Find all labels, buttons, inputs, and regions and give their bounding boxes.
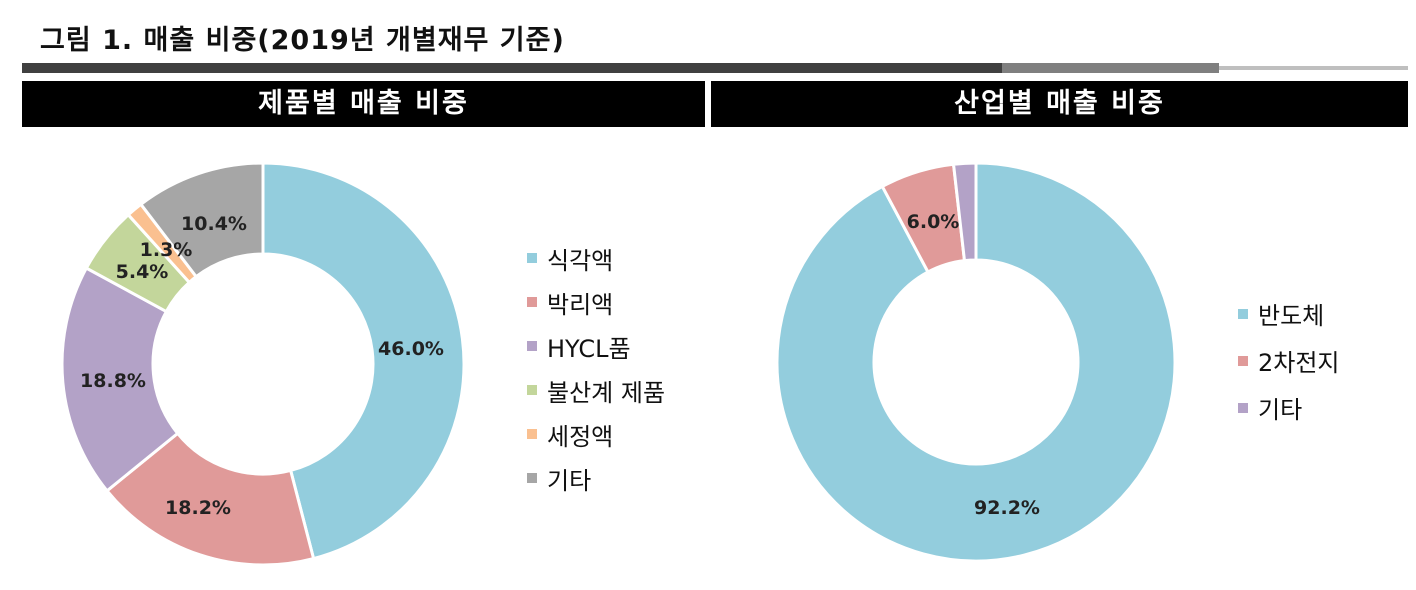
industry-legend-swatch <box>1238 355 1248 366</box>
industry-legend-swatch <box>1238 402 1248 413</box>
product-legend-swatch <box>527 341 537 351</box>
industry-legend-item: 기타 <box>1238 384 1340 431</box>
industry-legend-swatch <box>1238 308 1248 319</box>
product-slice-0 <box>261 161 466 561</box>
industry-chart-header: 산업별 매출 비중 <box>711 81 1408 127</box>
rule-segment-light <box>1219 66 1408 70</box>
rule-segment-dark <box>22 63 1002 73</box>
product-legend-swatch <box>527 473 537 483</box>
product-legend-label: 세정액 <box>547 422 614 451</box>
industry-donut-chart: 92.2% 6.0% <box>775 161 1177 563</box>
product-legend-item: 불산계 제품 <box>527 368 665 412</box>
industry-slice-2 <box>951 161 978 263</box>
industry-legend-label: 기타 <box>1258 396 1303 424</box>
product-legend-label: 식각액 <box>547 246 614 275</box>
product-legend-label: 기타 <box>547 466 592 495</box>
product-legend-swatch <box>527 385 537 395</box>
product-legend-label: 불산계 제품 <box>547 378 666 407</box>
product-data-label-3: 5.4% <box>116 261 169 283</box>
product-legend-swatch <box>527 253 537 263</box>
product-chart-header: 제품별 매출 비중 <box>22 81 705 127</box>
industry-legend-label: 반도체 <box>1258 302 1325 330</box>
product-legend-swatch <box>527 429 537 439</box>
product-legend-item: 세정액 <box>527 412 665 456</box>
product-slice-1 <box>104 431 316 567</box>
product-data-label-2: 18.8% <box>80 370 146 392</box>
product-legend-swatch <box>527 297 537 307</box>
figure-title: 그림 1. 매출 비중(2019년 개별재무 기준) <box>40 25 565 56</box>
product-legend-item: 식각액 <box>527 236 665 280</box>
product-data-label-1: 18.2% <box>165 497 231 519</box>
industry-slice-0 <box>775 161 1177 563</box>
product-slice-2 <box>60 266 180 493</box>
industry-legend-item: 2차전지 <box>1238 337 1340 384</box>
industry-data-label-1: 6.0% <box>907 211 960 233</box>
product-slice-5 <box>138 161 265 279</box>
rule-segment-mid <box>1002 63 1219 73</box>
product-legend-item: 박리액 <box>527 280 665 324</box>
product-legend-label: 박리액 <box>547 290 614 319</box>
product-data-label-4: 1.3% <box>140 239 193 261</box>
industry-legend-item: 반도체 <box>1238 290 1340 337</box>
product-legend-item: HYCL품 <box>527 324 665 368</box>
product-data-label-0: 46.0% <box>378 338 444 360</box>
industry-legend-label: 2차전지 <box>1258 349 1340 377</box>
title-rule <box>22 63 1408 73</box>
product-donut-chart: 46.0% 18.2% 18.8% 5.4%1.3% 10.4% <box>60 161 466 567</box>
industry-data-label-0: 92.2% <box>974 497 1040 519</box>
product-legend-label: HYCL품 <box>547 334 631 363</box>
product-data-label-5: 10.4% <box>181 213 247 235</box>
product-legend-item: 기타 <box>527 456 665 500</box>
